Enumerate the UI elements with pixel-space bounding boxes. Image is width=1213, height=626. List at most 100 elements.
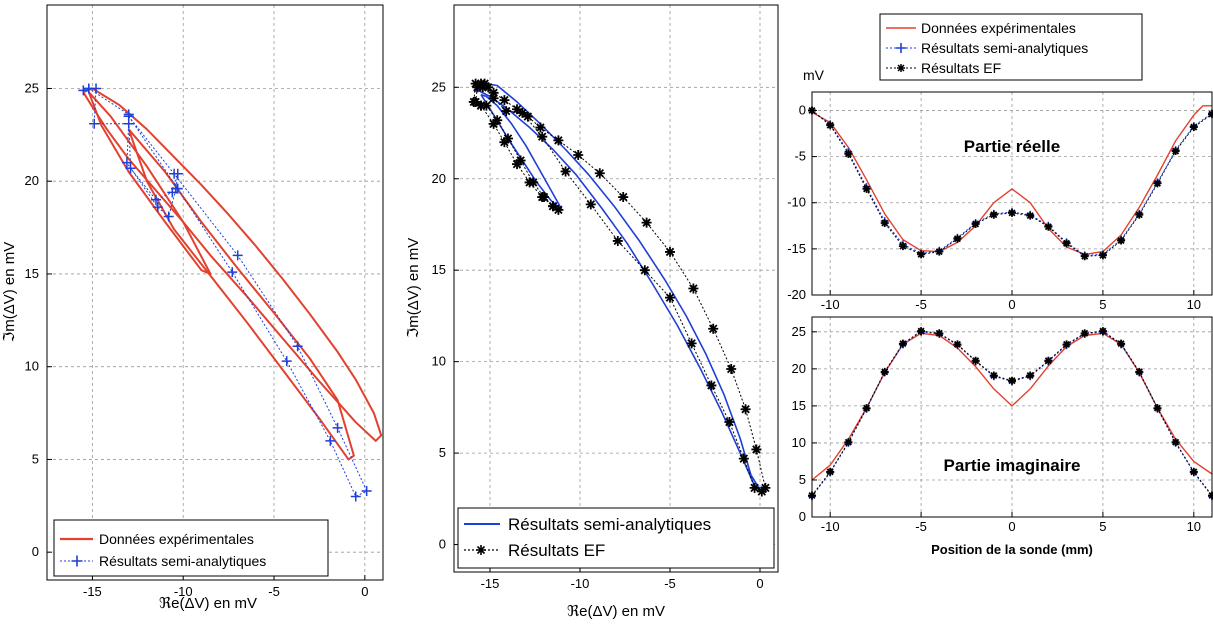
x-tick-label: 0 — [756, 576, 763, 591]
data-point — [641, 217, 652, 228]
legend-marker-star — [476, 545, 486, 555]
data-point — [1135, 210, 1144, 219]
x-tick-label: -10 — [174, 584, 193, 599]
data-point — [281, 356, 292, 367]
data-point — [585, 199, 596, 210]
data-point — [935, 247, 944, 256]
x-tick-label: 10 — [1187, 297, 1201, 312]
data-point — [1098, 327, 1107, 336]
y-tick-label: 20 — [25, 173, 39, 188]
data-point — [499, 95, 510, 106]
y-tick-label: 15 — [432, 262, 446, 277]
data-point — [167, 187, 178, 198]
data-point — [1135, 367, 1144, 376]
x-tick-label: 0 — [361, 584, 368, 599]
x-tick-label: -5 — [915, 297, 927, 312]
legend-box — [879, 13, 1143, 81]
series-group — [78, 83, 383, 502]
series-line — [82, 87, 383, 442]
data-point — [1171, 147, 1180, 156]
data-point — [738, 453, 749, 464]
x-tick-label: -10 — [571, 576, 590, 591]
x-tick-label: -5 — [664, 576, 676, 591]
data-point — [522, 111, 533, 122]
series-line — [473, 82, 761, 491]
data-point — [499, 137, 510, 148]
data-point — [232, 250, 243, 261]
legend: Données expérimentales Résultats semi-an… — [53, 519, 329, 577]
data-point — [917, 250, 926, 259]
data-point — [989, 210, 998, 219]
data-point — [1080, 252, 1089, 261]
data-point — [470, 78, 481, 89]
data-point — [512, 159, 522, 170]
data-point — [1171, 438, 1180, 447]
data-point — [477, 82, 488, 93]
data-point — [844, 149, 853, 158]
data-point — [553, 204, 564, 215]
data-point — [971, 219, 980, 228]
data-point — [1026, 211, 1035, 220]
y-tick-label: 0 — [439, 537, 446, 552]
data-point — [150, 194, 161, 205]
y-tick-label: 5 — [32, 451, 39, 466]
data-point — [332, 422, 343, 433]
y-tick-label: 20 — [792, 361, 806, 376]
y-tick-label: -10 — [787, 195, 806, 210]
data-point — [688, 283, 699, 294]
legend-marker-plus — [896, 43, 906, 53]
data-point — [862, 404, 871, 413]
data-point — [121, 157, 132, 168]
y-tick-label: -5 — [794, 149, 806, 164]
data-point — [361, 485, 372, 496]
y-tick-label: 25 — [25, 80, 39, 95]
data-point — [844, 438, 853, 447]
y-axis-label: ℑm(ΔV) en mV — [1, 242, 18, 343]
data-point — [971, 356, 980, 365]
data-point — [472, 82, 483, 93]
data-point — [573, 149, 584, 160]
data-point — [612, 235, 623, 246]
data-point — [1080, 329, 1089, 338]
data-point — [488, 118, 499, 129]
data-point — [488, 93, 499, 104]
data-point — [686, 338, 697, 349]
data-point — [880, 367, 889, 376]
x-tick-label: 0 — [1008, 297, 1015, 312]
x-axis-label: ℜe(ΔV) en mV — [159, 595, 257, 612]
data-point — [483, 82, 494, 93]
data-point — [83, 83, 94, 94]
data-point — [1044, 222, 1053, 231]
data-point — [756, 486, 767, 497]
panel-right-top: -10 -5 0 5 10 -20 -15 -10 -5 0 mV Partie réelle — [787, 67, 1213, 312]
data-point — [953, 234, 962, 243]
data-point — [227, 267, 238, 278]
data-point — [935, 329, 944, 338]
y-tick-label: -20 — [787, 287, 806, 302]
data-point — [468, 96, 479, 107]
data-point — [726, 363, 737, 374]
panel-middle: -15 -10 -5 0 0 5 10 15 20 25 ℜe(ΔV) en mV ℑm(ΔV) … — [405, 4, 779, 620]
data-point — [488, 87, 499, 98]
data-point — [862, 184, 871, 193]
legend-label-ef: Résultats EF — [508, 541, 605, 560]
data-point — [1026, 371, 1035, 380]
x-tick-label: 0 — [1008, 519, 1015, 534]
panel-left: -15 -10 -5 0 0 5 10 15 20 25 ℜe(ΔV) en mV ℑm(ΔV) … — [1, 4, 384, 612]
data-point — [1117, 339, 1126, 348]
unit-label: mV — [803, 67, 825, 83]
data-point — [539, 192, 549, 203]
data-point — [78, 85, 89, 96]
data-point — [476, 100, 486, 111]
legend-label-semi-analytic: Résultats semi-analytiques — [921, 40, 1088, 56]
data-point — [665, 292, 675, 303]
data-point — [152, 202, 163, 213]
y-tick-label: 20 — [432, 171, 446, 186]
x-tick-label: -5 — [915, 519, 927, 534]
data-point — [512, 104, 522, 115]
y-tick-label: 25 — [792, 324, 806, 339]
data-point — [1044, 356, 1053, 365]
data-point — [1008, 376, 1016, 385]
data-point — [537, 131, 548, 142]
